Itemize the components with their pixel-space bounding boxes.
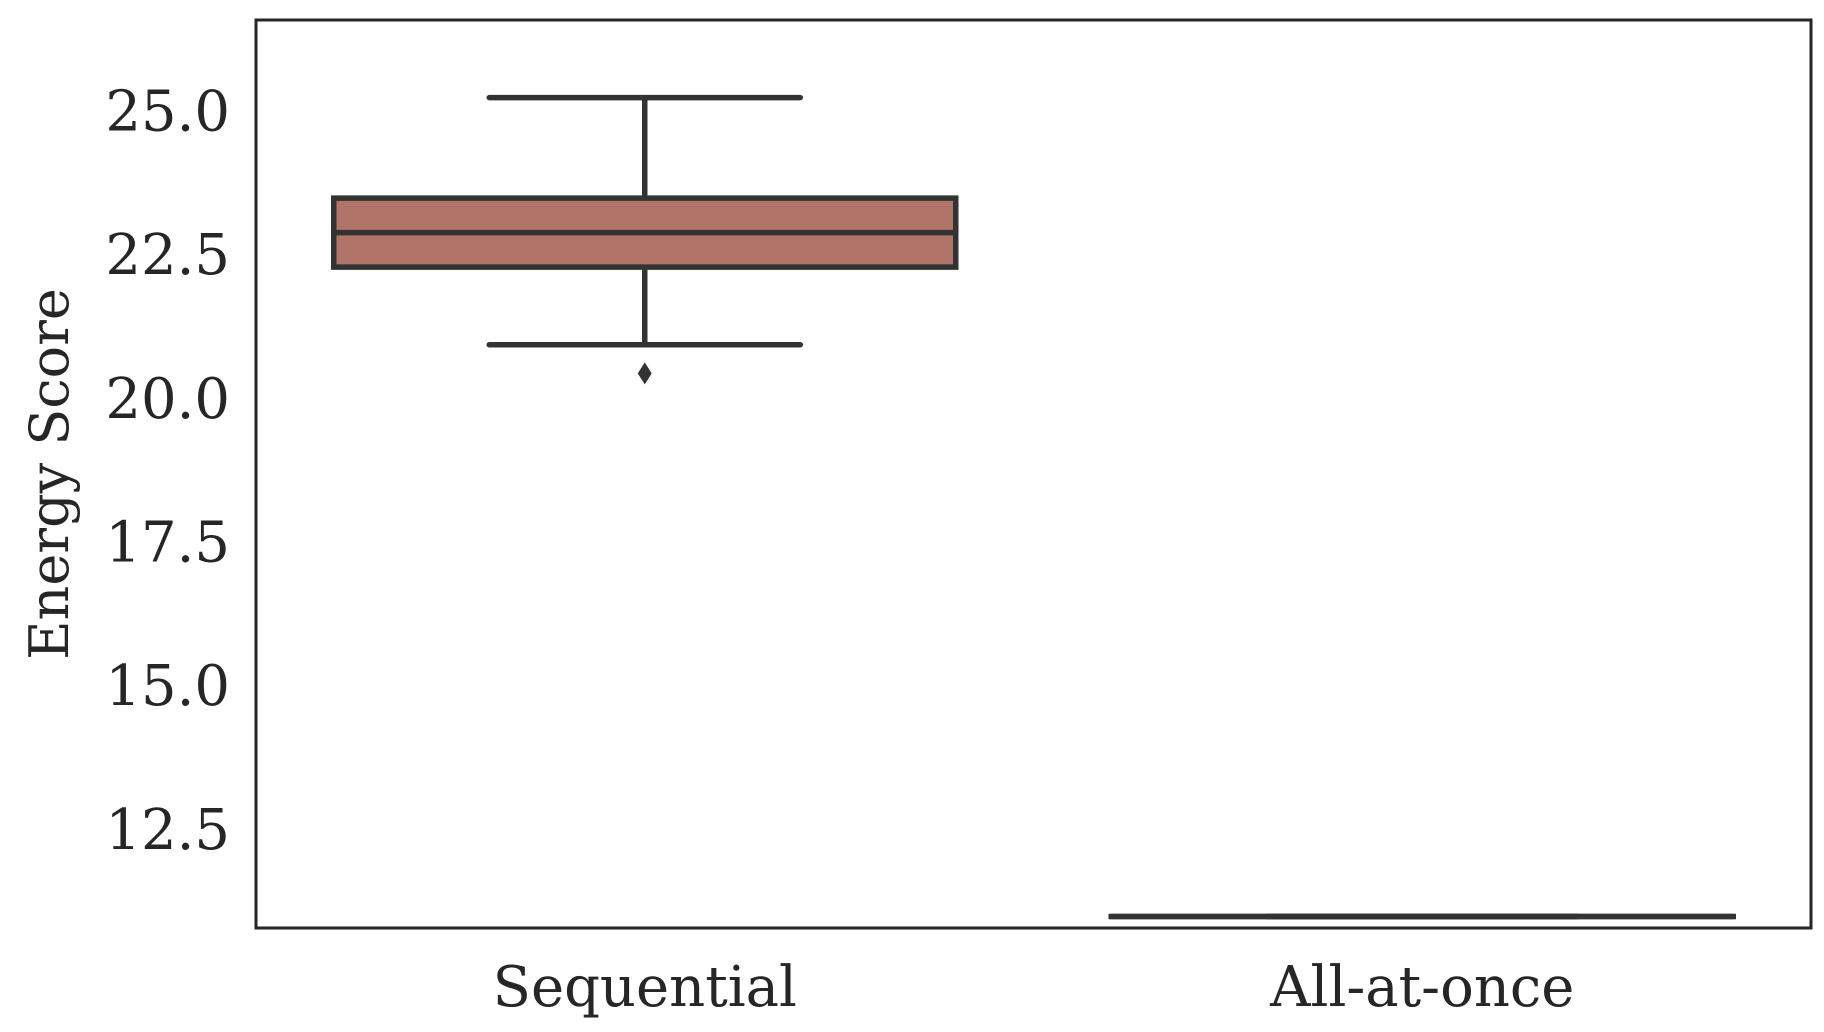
plot-frame (254, 18, 1813, 930)
x-tick-label: All-at-once (1269, 955, 1574, 1020)
box-group (331, 94, 959, 385)
y-tick-labels: 12.5 15.0 17.5 20.0 22.5 25.0 (105, 79, 230, 862)
y-tick-label: 20.0 (105, 367, 230, 432)
outlier-point (637, 362, 652, 385)
y-tick-label: 25.0 (105, 79, 230, 144)
plot-marks (331, 94, 1736, 920)
y-axis-label: Energy Score (18, 288, 81, 660)
y-tick-label: 12.5 (105, 798, 230, 863)
y-tick-label: 15.0 (105, 654, 230, 719)
y-tick-label: 22.5 (105, 223, 230, 288)
x-tick-labels: Sequential All-at-once (493, 955, 1575, 1020)
x-tick-label: Sequential (493, 955, 797, 1020)
y-tick-label: 17.5 (105, 510, 230, 575)
